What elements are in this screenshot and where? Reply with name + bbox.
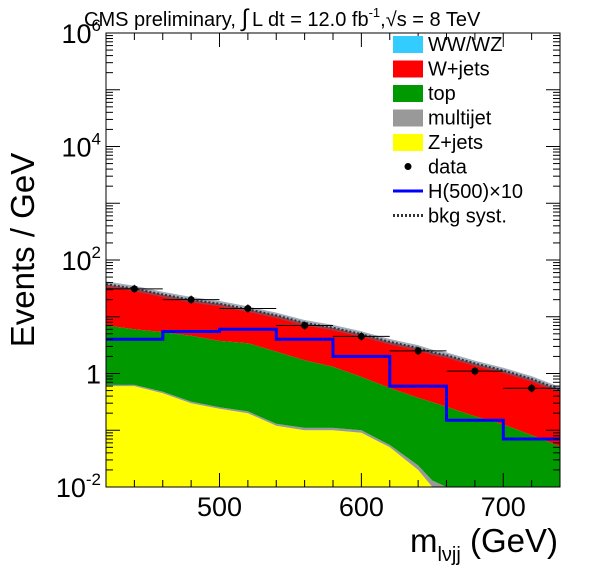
y-axis-label: Events / GeV: [4, 153, 41, 347]
header-integral: ∫: [239, 5, 249, 32]
data-point: [389, 346, 447, 355]
legend-label: data: [428, 157, 468, 179]
x-axis-label: mlνjj (GeV): [410, 522, 558, 566]
header-energy: s = 8 TeV: [397, 9, 481, 31]
legend-entry-data: data: [404, 157, 468, 179]
y-tick-label: 106: [61, 16, 101, 49]
data-point: [162, 295, 220, 304]
signal-histogram: [106, 327, 560, 441]
header-sqrt: √: [386, 9, 397, 31]
x-axis-label-subscript: lνjj: [437, 544, 460, 566]
legend-swatch: [393, 60, 423, 78]
y-tick-label: 104: [61, 130, 101, 163]
legend-entry-top: top: [393, 83, 456, 105]
x-tick-label: 600: [339, 492, 384, 522]
x-axis-label-main: m: [410, 522, 438, 559]
legend-label: multijet: [428, 108, 492, 130]
legend-entry-w-jets: W+jets: [393, 59, 490, 81]
legend-label: bkg syst.: [428, 206, 507, 228]
data-point: [276, 321, 333, 330]
bkg-syst-line: [106, 283, 560, 391]
data-points: [106, 284, 560, 393]
legend-label: H(500)×10: [428, 181, 523, 203]
x-axis-label-unit: (GeV): [461, 522, 558, 559]
legend-swatch: [393, 36, 423, 53]
y-tick-label: 10-2: [56, 470, 101, 503]
legend-marker: [404, 163, 412, 170]
bkg-syst-band: [106, 281, 560, 393]
legend-entry-ww-wz: WW/WZ: [393, 34, 502, 56]
legend-label: Z+jets: [428, 132, 483, 154]
data-point: [446, 367, 504, 376]
area-z-jets: [106, 386, 560, 487]
legend-entry-multijet: multijet: [393, 108, 492, 130]
x-axis-ticks: 500 600 700: [105, 33, 561, 522]
header-lumi: L dt = 12.0 fb: [252, 9, 369, 31]
x-tick-label: 500: [197, 492, 242, 522]
y-tick-label: 102: [61, 243, 101, 276]
legend-swatch: [393, 85, 423, 102]
legend-entry-z-jets: Z+jets: [393, 132, 483, 154]
y-tick-label: 1: [86, 360, 101, 390]
data-point: [106, 284, 163, 293]
header-prefix: CMS preliminary,: [84, 9, 241, 31]
x-tick-label: 700: [481, 492, 526, 522]
y-axis-ticks: 10-2 1 102 104 106: [56, 16, 560, 503]
legend-label: W+jets: [428, 59, 490, 81]
legend-label: top: [428, 83, 456, 105]
data-point: [333, 332, 390, 341]
header-lumi-exponent: -1: [369, 5, 381, 20]
legend-label: WW/WZ: [428, 34, 502, 56]
area-top: [106, 325, 560, 487]
data-point: [503, 384, 560, 393]
data-point: [219, 304, 277, 313]
legend-swatch: [393, 134, 423, 151]
header-separator: ,: [380, 9, 386, 31]
legend-swatch: [393, 109, 423, 127]
plot-header: CMS preliminary, ∫ L dt = 12.0 fb-1,√s = …: [84, 5, 481, 32]
legend-entry-h-500-10: H(500)×10: [393, 181, 523, 203]
legend-entry-bkg-syst: bkg syst.: [393, 206, 507, 228]
signal-line: [106, 327, 560, 441]
stacked-background-areas: [106, 284, 560, 487]
